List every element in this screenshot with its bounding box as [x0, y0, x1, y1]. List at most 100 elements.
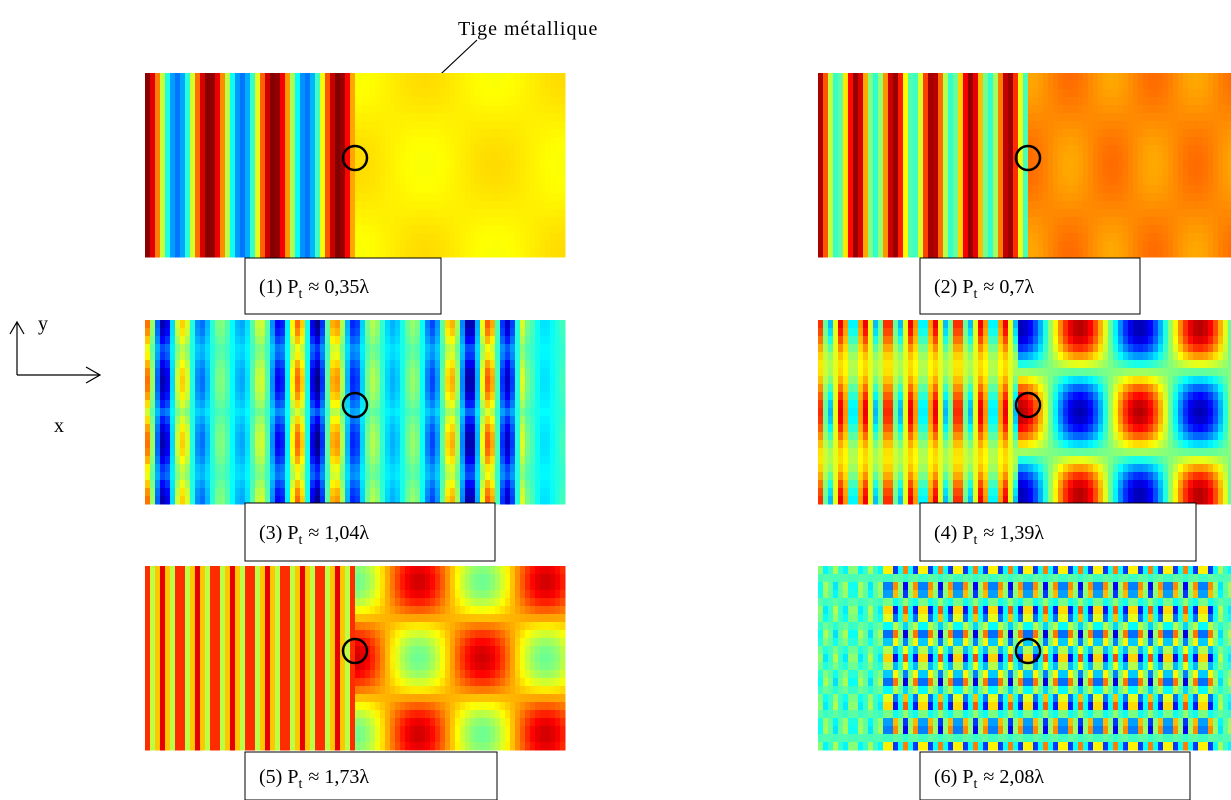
field-cell — [1093, 105, 1099, 114]
field-cell — [943, 225, 949, 234]
field-cell — [918, 169, 924, 178]
field-cell — [365, 320, 371, 329]
field-cell — [340, 193, 346, 202]
field-cell — [1098, 177, 1104, 186]
field-cell — [958, 225, 964, 234]
field-cell — [215, 201, 221, 210]
field-cell — [155, 97, 161, 106]
field-cell — [1093, 217, 1099, 226]
field-cell — [235, 161, 241, 170]
field-cell — [250, 233, 256, 242]
field-cell — [1103, 105, 1109, 114]
field-cell — [335, 185, 341, 194]
field-cell — [1128, 153, 1134, 162]
field-cell — [1108, 225, 1114, 234]
field-cell — [530, 113, 536, 122]
field-cell — [550, 169, 556, 178]
field-cell — [978, 137, 984, 146]
field-cell — [370, 488, 376, 497]
field-cell — [958, 113, 964, 122]
field-cell — [225, 121, 231, 130]
field-cell — [988, 241, 994, 250]
field-cell — [1023, 169, 1029, 178]
field-cell — [230, 472, 236, 481]
field-cell — [465, 153, 471, 162]
field-cell — [1133, 161, 1139, 170]
field-cell — [505, 217, 511, 226]
field-cell — [245, 81, 251, 90]
field-cell — [903, 201, 909, 210]
field-cell — [265, 456, 271, 465]
field-cell — [1048, 153, 1054, 162]
field-cell — [330, 440, 336, 449]
field-cell — [500, 137, 506, 146]
field-cell — [1093, 145, 1099, 154]
field-cell — [225, 400, 231, 409]
field-cell — [365, 472, 371, 481]
field-cell — [290, 424, 296, 433]
field-cell — [350, 193, 356, 202]
field-cell — [520, 201, 526, 210]
field-cell — [335, 233, 341, 242]
field-cell — [1053, 121, 1059, 130]
field-cell — [350, 89, 356, 98]
field-cell — [1108, 233, 1114, 242]
field-cell — [240, 384, 246, 393]
field-cell — [350, 153, 356, 162]
field-cell — [195, 472, 201, 481]
field-cell — [250, 360, 256, 369]
field-cell — [165, 153, 171, 162]
field-cell — [280, 153, 286, 162]
field-cell — [340, 448, 346, 457]
field-cell — [1073, 177, 1079, 186]
field-cell — [1098, 121, 1104, 130]
field-cell — [450, 153, 456, 162]
field-cell — [928, 185, 934, 194]
field-cell — [325, 456, 331, 465]
field-cell — [1013, 89, 1019, 98]
field-cell — [165, 209, 171, 218]
field-cell — [973, 113, 979, 122]
field-cell — [540, 105, 546, 114]
field-cell — [853, 249, 859, 258]
field-cell — [525, 217, 531, 226]
field-cell — [838, 145, 844, 154]
field-cell — [863, 145, 869, 154]
field-cell — [380, 424, 386, 433]
field-cell — [1043, 129, 1049, 138]
field-cell — [938, 121, 944, 130]
field-cell — [938, 89, 944, 98]
field-cell — [933, 81, 939, 90]
field-cell — [500, 121, 506, 130]
field-cell — [180, 360, 186, 369]
field-cell — [220, 89, 226, 98]
field-cell — [405, 121, 411, 130]
field-cell — [285, 153, 291, 162]
field-cell — [888, 129, 894, 138]
field-cell — [535, 169, 541, 178]
field-cell — [1028, 161, 1034, 170]
field-cell — [1203, 233, 1209, 242]
field-cell — [1103, 121, 1109, 130]
field-cell — [1203, 89, 1209, 98]
field-cell — [928, 225, 934, 234]
field-cell — [380, 328, 386, 337]
field-cell — [1178, 225, 1184, 234]
field-cell — [355, 464, 361, 473]
field-cell — [290, 488, 296, 497]
field-cell — [335, 360, 341, 369]
field-cell — [445, 81, 451, 90]
field-cell — [520, 249, 526, 258]
field-cell — [833, 217, 839, 226]
field-cell — [1023, 217, 1029, 226]
field-cell — [1188, 201, 1194, 210]
field-cell — [500, 161, 506, 170]
field-cell — [185, 177, 191, 186]
field-cell — [340, 113, 346, 122]
field-cell — [1078, 217, 1084, 226]
field-cell — [210, 432, 216, 441]
field-cell — [230, 384, 236, 393]
field-cell — [415, 89, 421, 98]
field-cell — [435, 145, 441, 154]
